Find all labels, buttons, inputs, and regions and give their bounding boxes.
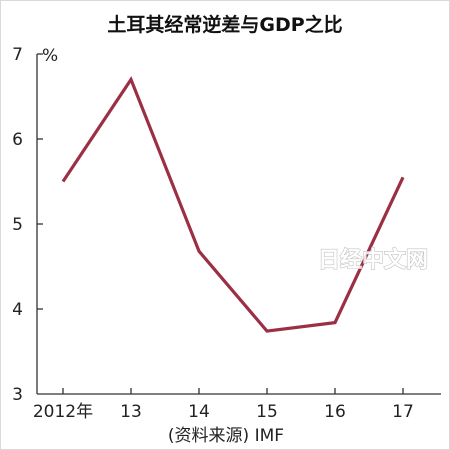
y-unit-label: % bbox=[42, 46, 58, 66]
series-line-0 bbox=[61, 76, 405, 333]
x-tick-label-4: 16 bbox=[324, 402, 346, 422]
chart-title: 土耳其经常逆差与GDP之比 bbox=[107, 13, 342, 36]
watermark-logo: 日经中文网 bbox=[318, 247, 428, 273]
y-tick-label-3: 3 bbox=[12, 385, 23, 405]
source-note: (资料来源) IMF bbox=[168, 426, 284, 446]
series-layer bbox=[61, 76, 405, 333]
x-tick-label-3: 15 bbox=[256, 402, 278, 422]
x-tick-label-5: 17 bbox=[392, 402, 414, 422]
y-tick-group: 3 4 5 6 7 bbox=[12, 45, 43, 405]
x-tick-group: 2012年 13 14 15 16 17 bbox=[33, 388, 414, 422]
y-tick-label-6: 6 bbox=[12, 130, 23, 150]
y-tick-label-4: 4 bbox=[12, 300, 23, 320]
x-tick-label-2: 14 bbox=[188, 402, 210, 422]
x-tick-label-0: 2012年 bbox=[33, 402, 93, 422]
x-tick-label-1: 13 bbox=[120, 402, 142, 422]
y-tick-label-7: 7 bbox=[12, 45, 23, 65]
y-tick-label-5: 5 bbox=[12, 215, 23, 235]
